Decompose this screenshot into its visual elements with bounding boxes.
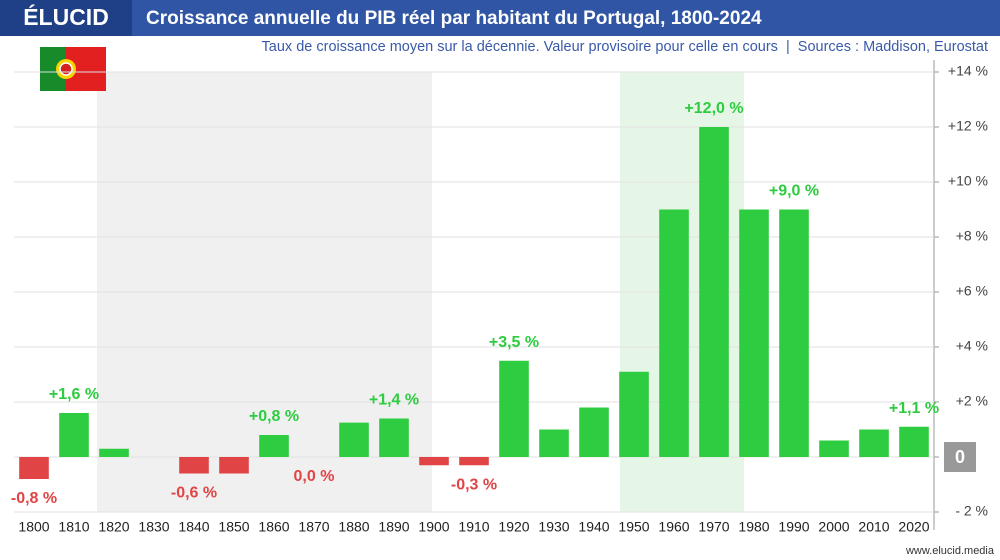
value-label: -0,3 %	[451, 476, 497, 493]
x-tick-label: 2000	[818, 519, 849, 535]
logo-box	[0, 0, 132, 36]
bar	[379, 418, 409, 457]
y-tick-label: +8 %	[956, 228, 988, 244]
x-tick-label: 1960	[658, 519, 689, 535]
y-tick-label: +6 %	[956, 283, 988, 299]
bar	[819, 440, 849, 457]
header-bar	[0, 0, 1000, 36]
x-tick-label: 1820	[98, 519, 129, 535]
x-tick-label: 1970	[698, 519, 729, 535]
bar	[699, 127, 729, 457]
value-label: +0,8 %	[249, 408, 299, 425]
bar	[219, 457, 249, 474]
x-tick-label: 1940	[578, 519, 609, 535]
x-tick-label: 1890	[378, 519, 409, 535]
x-tick-label: 1870	[298, 519, 329, 535]
bar	[459, 457, 489, 466]
bar	[899, 426, 929, 457]
x-tick-label: 1930	[538, 519, 569, 535]
x-tick-label: 1980	[738, 519, 769, 535]
bar	[619, 371, 649, 457]
x-tick-label: 1880	[338, 519, 369, 535]
bar	[659, 209, 689, 457]
zero-box	[944, 442, 976, 472]
y-tick-label: 0	[955, 447, 965, 467]
y-tick-label: - 2 %	[955, 503, 988, 519]
x-tick-label: 1840	[178, 519, 209, 535]
y-tick-label: +2 %	[956, 393, 988, 409]
bar	[739, 209, 769, 457]
value-label: -0,8 %	[11, 490, 57, 507]
bar	[859, 429, 889, 457]
footer: www.elucid.media	[905, 545, 995, 557]
y-tick-label: +12 %	[948, 118, 988, 134]
value-label: -0,6 %	[171, 485, 217, 502]
bar	[339, 422, 369, 457]
x-tick-label: 2020	[898, 519, 929, 535]
x-tick-label: 1800	[18, 519, 49, 535]
value-label: +1,1 %	[889, 400, 939, 417]
x-tick-label: 1830	[138, 519, 169, 535]
value-label: +9,0 %	[769, 183, 819, 200]
x-tick-label: 1910	[458, 519, 489, 535]
x-tick-label: 1900	[418, 519, 449, 535]
brand: ÉLUCID	[23, 3, 109, 30]
value-label: +12,0 %	[684, 100, 743, 117]
x-tick-label: 1990	[778, 519, 809, 535]
bar	[499, 360, 529, 457]
bar	[259, 435, 289, 457]
chart-subtitle: Taux de croissance moyen sur la décennie…	[262, 39, 988, 55]
value-label: +3,5 %	[489, 334, 539, 351]
value-label: +1,4 %	[369, 392, 419, 409]
x-tick-label: 1950	[618, 519, 649, 535]
bar	[419, 457, 449, 466]
bar	[579, 407, 609, 457]
x-tick-label: 1850	[218, 519, 249, 535]
value-label: 0,0 %	[294, 468, 335, 485]
y-tick-label: +10 %	[948, 173, 988, 189]
bar	[99, 448, 129, 457]
x-tick-label: 1810	[58, 519, 89, 535]
bar	[59, 413, 89, 457]
x-tick-label: 2010	[858, 519, 889, 535]
bar	[19, 457, 49, 479]
x-tick-label: 1860	[258, 519, 289, 535]
flag	[40, 47, 106, 91]
bar	[779, 209, 809, 457]
y-tick-label: +14 %	[948, 63, 988, 79]
chart-title: Croissance annuelle du PIB réel par habi…	[146, 8, 762, 29]
value-label: +1,6 %	[49, 386, 99, 403]
x-tick-label: 1920	[498, 519, 529, 535]
y-tick-label: +4 %	[956, 338, 988, 354]
bar	[179, 457, 209, 474]
bar	[539, 429, 569, 457]
